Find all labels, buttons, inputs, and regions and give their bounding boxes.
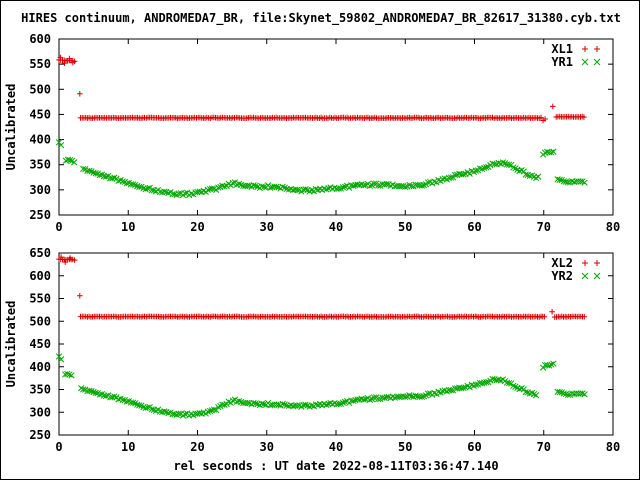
legend-marker-XL2-icon <box>582 260 600 266</box>
x-tick-label: 30 <box>260 440 274 454</box>
legend-label-YR2: YR2 <box>551 269 573 283</box>
y-tick-label: 500 <box>29 82 51 96</box>
y-tick-label: 550 <box>29 292 51 306</box>
top-plot-ticks <box>58 38 614 216</box>
series-XL2 <box>56 254 588 320</box>
series-YR2 <box>55 353 588 419</box>
bottom-plot-ticks <box>58 252 614 436</box>
y-tick-label: 600 <box>29 32 51 46</box>
y-tick-label: 450 <box>29 337 51 351</box>
legend-label-XL2: XL2 <box>551 256 573 270</box>
y-tick-label: 650 <box>29 246 51 260</box>
top-plot: 0 10 20 30 40 50 60 70 80 250 300 350 400 450 500 550 60… <box>4 32 620 234</box>
y-tick-label: 400 <box>29 360 51 374</box>
y-tick-label: 250 <box>29 208 51 222</box>
x-tick-label: 80 <box>606 220 620 234</box>
x-tick-label: 10 <box>121 220 135 234</box>
legend-label-YR1: YR1 <box>551 55 573 69</box>
y-tick-label: 600 <box>29 269 51 283</box>
y-tick-label: 550 <box>29 57 51 71</box>
legend-label-XL1: XL1 <box>551 42 573 56</box>
x-tick-label: 10 <box>121 440 135 454</box>
y-axis-label: Uncalibrated <box>4 301 18 388</box>
series-YR1 <box>55 139 588 199</box>
y-tick-label: 300 <box>29 405 51 419</box>
x-tick-label: 50 <box>398 440 412 454</box>
x-tick-label: 50 <box>398 220 412 234</box>
x-tick-label: 40 <box>329 440 343 454</box>
x-tick-label: 40 <box>329 220 343 234</box>
chart-title: HIRES continuum, ANDROMEDA7_BR, file:Sky… <box>21 11 621 25</box>
x-tick-label: 60 <box>467 440 481 454</box>
x-tick-label: 70 <box>537 440 551 454</box>
x-tick-label: 80 <box>606 440 620 454</box>
series-XL1 <box>56 54 587 124</box>
x-tick-label: 0 <box>55 440 62 454</box>
x-tick-label: 30 <box>260 220 274 234</box>
y-tick-label: 300 <box>29 183 51 197</box>
x-tick-label: 20 <box>190 220 204 234</box>
x-tick-label: 20 <box>190 440 204 454</box>
y-axis-label: Uncalibrated <box>4 84 18 171</box>
y-tick-label: 350 <box>29 383 51 397</box>
y-tick-label: 450 <box>29 107 51 121</box>
y-tick-label: 350 <box>29 158 51 172</box>
legend-marker-YR2-icon <box>581 272 601 280</box>
bottom-plot: 0 10 20 30 40 50 60 70 80 250 300 350 400 450 500 550 60… <box>4 246 620 454</box>
legend-marker-XL1-icon <box>582 46 600 52</box>
y-tick-label: 250 <box>29 428 51 442</box>
x-axis-label: rel seconds : UT date 2022-08-11T03:36:4… <box>173 459 499 473</box>
legend-marker-YR1-icon <box>581 58 601 66</box>
y-tick-label: 500 <box>29 314 51 328</box>
x-tick-label: 60 <box>467 220 481 234</box>
x-tick-label: 70 <box>537 220 551 234</box>
y-tick-label: 400 <box>29 133 51 147</box>
x-tick-label: 0 <box>55 220 62 234</box>
